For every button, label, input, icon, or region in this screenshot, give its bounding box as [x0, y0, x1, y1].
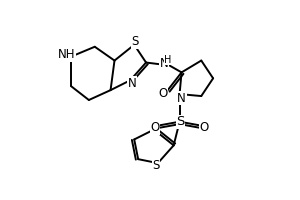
Text: H: H — [164, 55, 172, 65]
Text: S: S — [131, 35, 139, 48]
Text: O: O — [150, 121, 160, 134]
Text: S: S — [176, 115, 185, 128]
Text: O: O — [158, 87, 167, 100]
Text: NH: NH — [57, 48, 75, 61]
Text: S: S — [152, 159, 160, 172]
Text: N: N — [177, 92, 186, 105]
Text: N: N — [159, 57, 168, 70]
Text: N: N — [128, 77, 136, 90]
Text: O: O — [200, 121, 209, 134]
